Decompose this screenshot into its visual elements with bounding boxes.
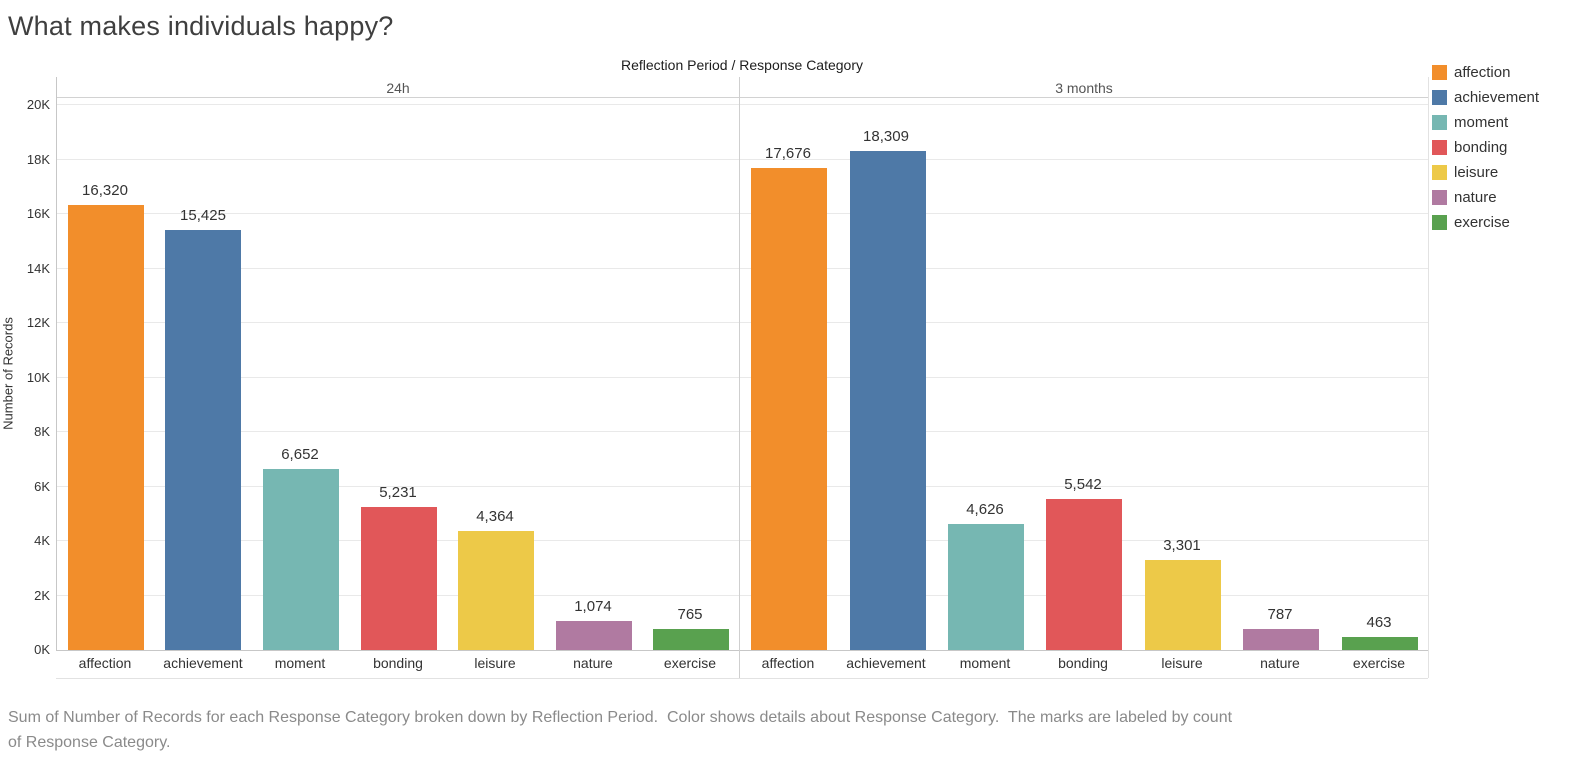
bar-affection-24h[interactable] [68,205,144,650]
bar-value-label: 4,626 [966,501,1004,518]
legend-swatch-icon [1432,140,1447,155]
plot-area [56,98,1428,650]
bar-value-label: 17,676 [765,145,811,162]
x-axis-baseline [56,650,1428,651]
column-field-header: Reflection Period / Response Category [620,57,864,73]
category-label-exercise[interactable]: exercise [663,655,717,671]
bar-value-label: 5,231 [379,484,417,501]
category-label-leisure[interactable]: leisure [1161,655,1203,671]
bar-value-label: 5,542 [1064,476,1102,493]
legend-label: affection [1454,64,1511,81]
category-label-achievement[interactable]: achievement [846,655,926,671]
panel-header-24h[interactable]: 24h [56,77,739,98]
bar-bonding-24h[interactable] [361,507,437,650]
chart-caption: Sum of Number of Records for each Respon… [8,709,1233,751]
y-tick-label: 18K [26,151,50,167]
gridline [57,431,1428,433]
bar-value-label: 16,320 [82,182,128,199]
gridline [57,485,1428,487]
legend-swatch-icon [1432,190,1447,205]
legend-label: nature [1454,189,1497,206]
bar-value-label: 18,309 [863,128,909,145]
gridline [57,540,1428,542]
legend-item-exercise[interactable]: exercise [1432,210,1539,235]
gridline [57,594,1428,596]
y-tick-label: 0K [34,642,50,657]
legend-swatch-icon [1432,115,1447,130]
bar-exercise-24h[interactable] [653,629,729,650]
bottom-border [56,678,1428,679]
bar-achievement-24h[interactable] [165,230,241,650]
bar-affection-3-months[interactable] [751,168,827,650]
bar-value-label: 1,074 [574,598,612,615]
legend-item-achievement[interactable]: achievement [1432,85,1539,110]
legend-swatch-icon [1432,65,1447,80]
bar-exercise-3-months[interactable] [1342,637,1418,650]
header-underline [56,97,1428,98]
gridline [57,322,1428,324]
y-tick-label: 6K [34,478,50,494]
y-tick-label: 4K [34,533,50,549]
legend-label: achievement [1454,89,1540,106]
bar-leisure-24h[interactable] [458,531,534,650]
legend-item-bonding[interactable]: bonding [1432,135,1539,160]
legend-swatch-icon [1432,90,1447,105]
gridline [57,267,1428,269]
legend-swatch-icon [1432,165,1447,180]
bar-value-label: 6,652 [281,446,319,463]
bar-value-label: 4,364 [476,508,514,525]
legend-label: bonding [1454,139,1508,156]
gridline [57,158,1428,160]
category-label-moment[interactable]: moment [959,655,1011,671]
gridline [57,213,1428,215]
category-label-achievement[interactable]: achievement [163,655,243,671]
bar-value-label: 15,425 [180,207,226,224]
bar-value-label: 463 [1366,614,1392,631]
bar-moment-3-months[interactable] [948,524,1024,650]
gridline [57,376,1428,378]
bar-bonding-3-months[interactable] [1046,499,1122,650]
legend-item-moment[interactable]: moment [1432,110,1539,135]
y-tick-label: 10K [26,369,50,385]
bar-value-label: 3,301 [1163,537,1201,554]
category-label-leisure[interactable]: leisure [474,655,516,671]
legend-label: leisure [1454,164,1499,181]
y-tick-label: 20K [26,97,50,113]
bar-nature-3-months[interactable] [1243,629,1319,650]
category-label-affection[interactable]: affection [761,655,815,671]
legend-item-nature[interactable]: nature [1432,185,1539,210]
legend-item-leisure[interactable]: leisure [1432,160,1539,185]
category-label-exercise[interactable]: exercise [1352,655,1406,671]
bar-value-label: 787 [1267,606,1293,623]
category-label-bonding[interactable]: bonding [1058,655,1108,671]
y-tick-label: 16K [26,206,50,222]
gridline [57,104,1428,106]
category-label-moment[interactable]: moment [274,655,326,671]
chart-title: What makes individuals happy? [8,11,394,41]
legend-label: exercise [1454,214,1510,231]
y-tick-label: 14K [26,260,50,276]
bar-moment-24h[interactable] [263,469,339,650]
bar-leisure-3-months[interactable] [1145,560,1221,650]
y-tick-label: 12K [26,315,50,331]
y-tick-label: 8K [34,424,50,440]
plot-right-border [1428,77,1429,678]
y-tick-label: 2K [34,587,50,603]
legend-swatch-icon [1432,215,1447,230]
legend-item-affection[interactable]: affection [1432,60,1539,85]
panel-header-3-months[interactable]: 3 months [739,77,1428,98]
category-label-nature[interactable]: nature [1260,655,1300,671]
color-legend: affection achievement moment bonding leisure… [1432,60,1539,235]
bar-nature-24h[interactable] [556,621,632,650]
legend-label: moment [1454,114,1509,131]
category-label-affection[interactable]: affection [78,655,132,671]
category-label-nature[interactable]: nature [573,655,613,671]
bar-achievement-3-months[interactable] [850,151,926,650]
category-label-bonding[interactable]: bonding [373,655,423,671]
bar-value-label: 765 [677,606,703,623]
panel-divider [739,77,740,678]
